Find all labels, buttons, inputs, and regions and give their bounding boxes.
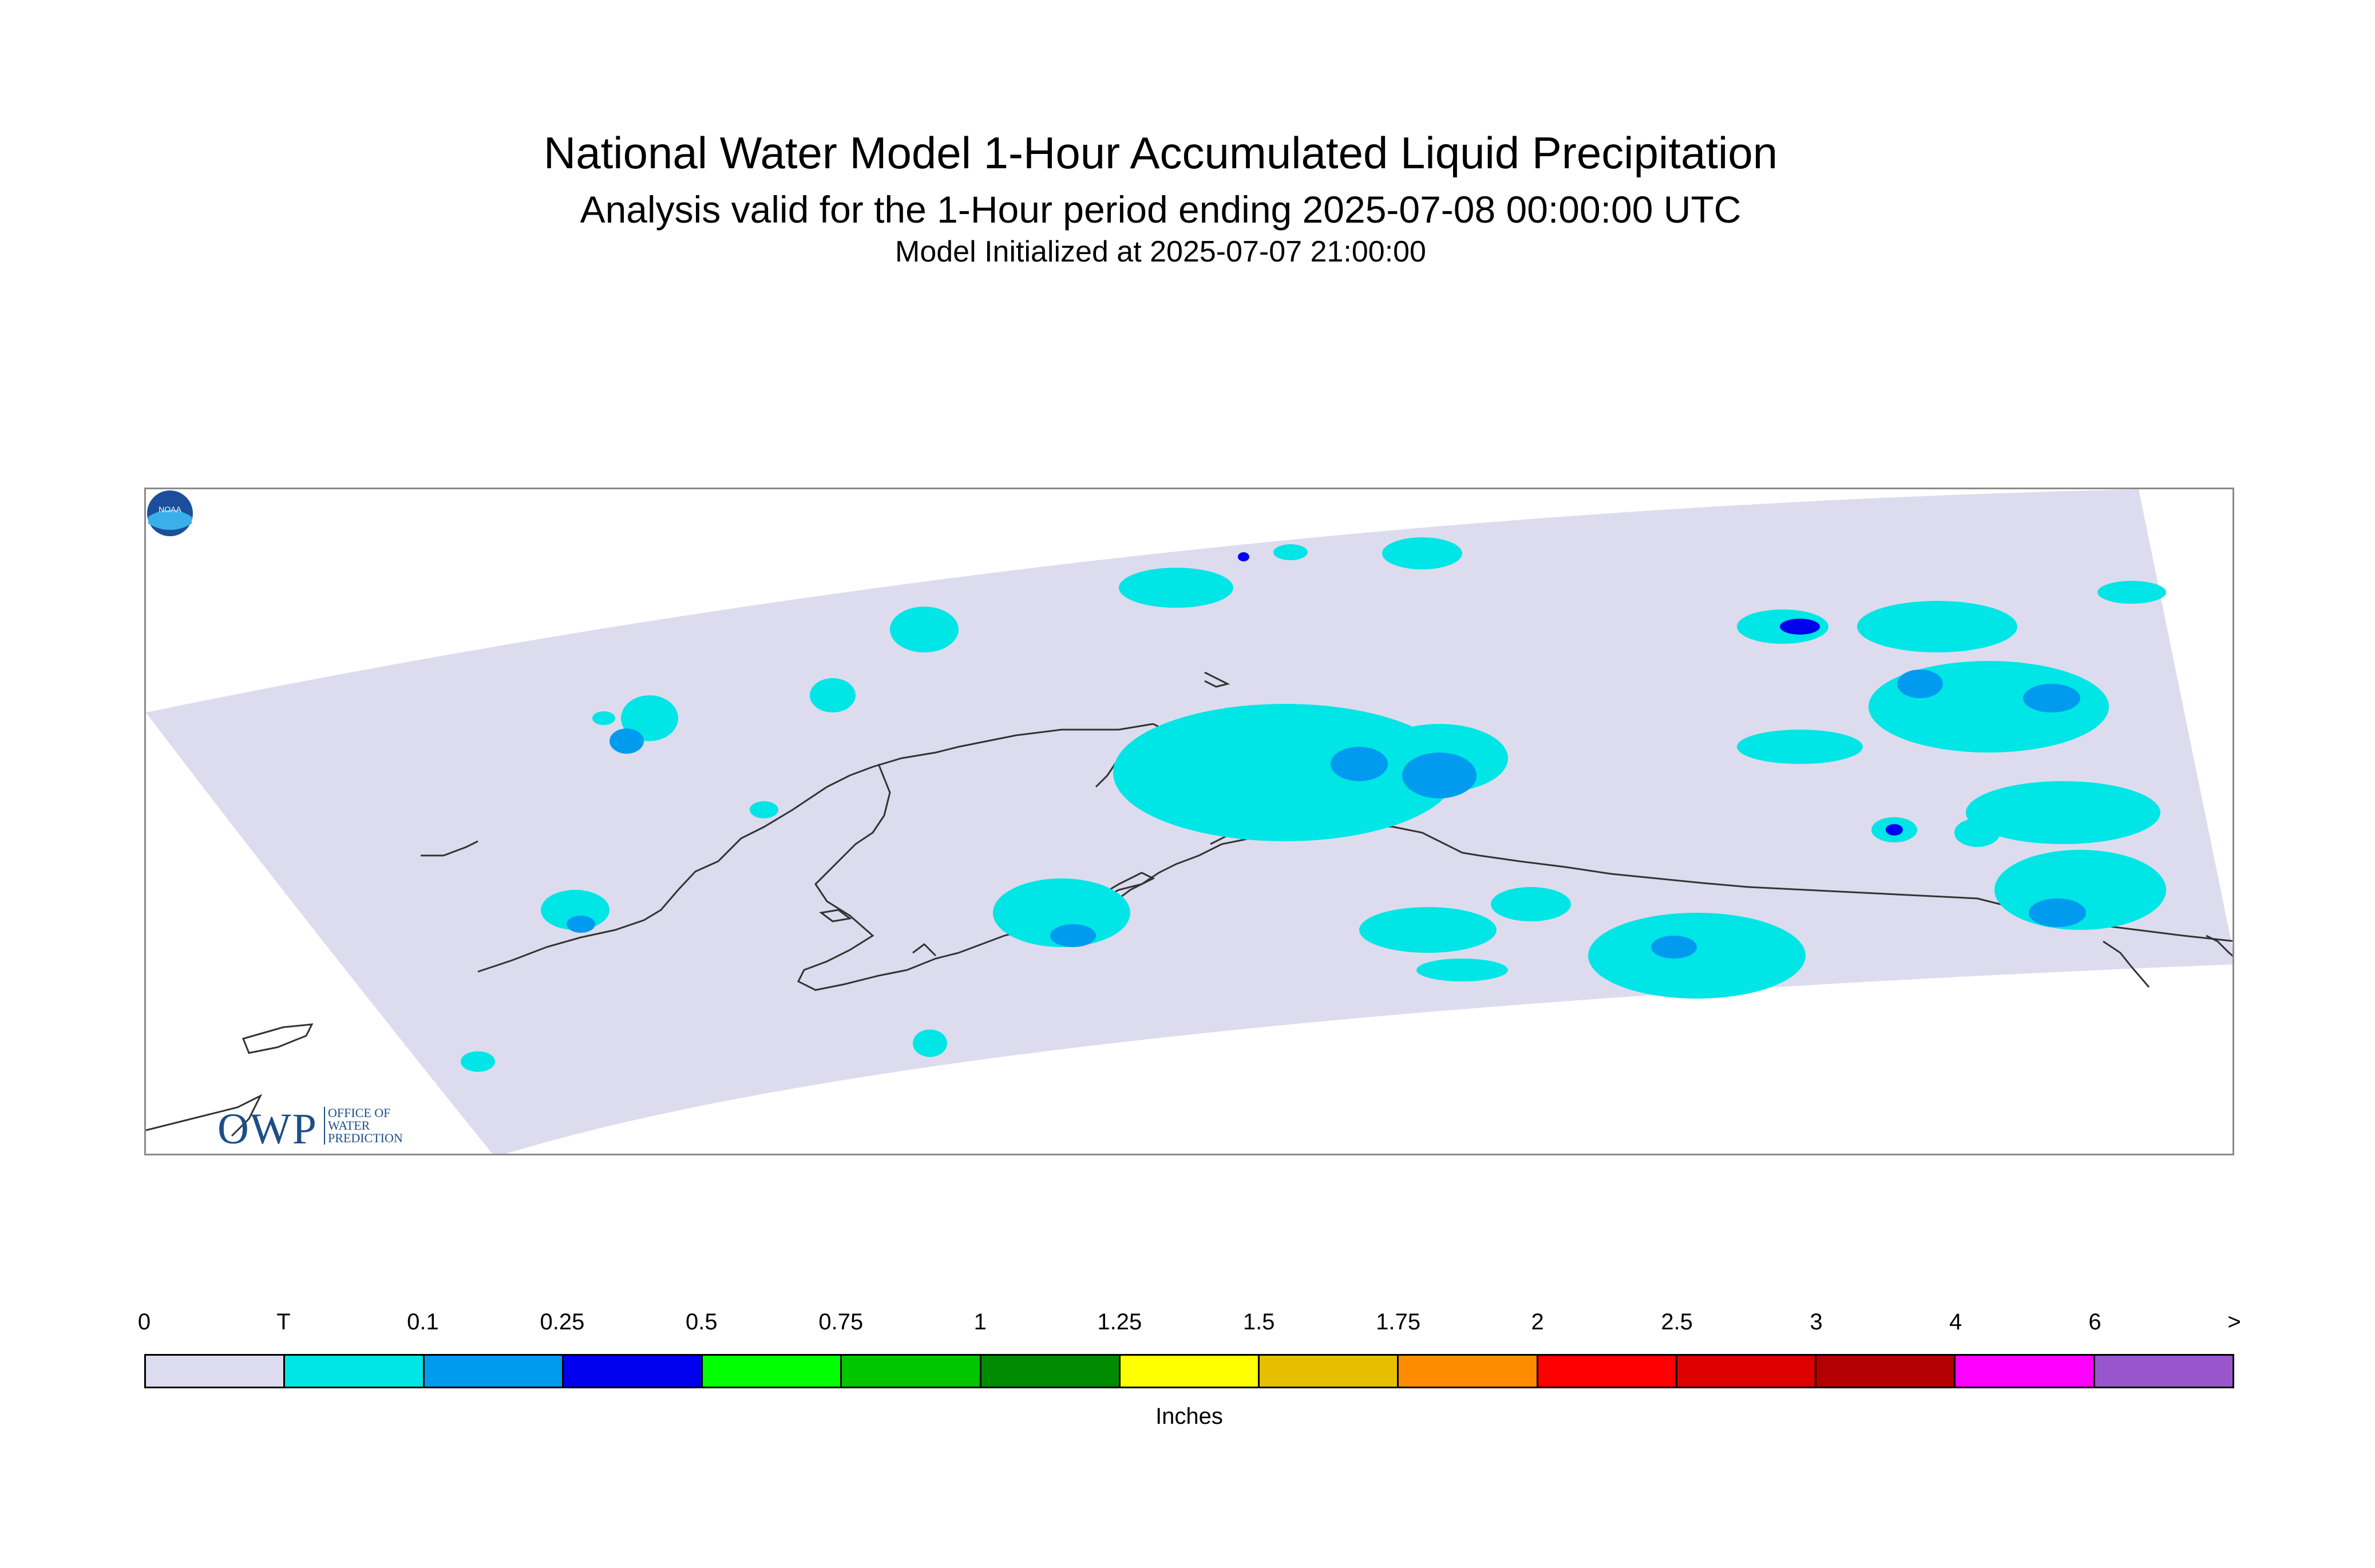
legend-tick-label: 2 — [1531, 1309, 1544, 1335]
precip-cell — [2097, 581, 2166, 604]
precip-cell — [609, 728, 644, 754]
precip-cell — [1238, 552, 1249, 561]
legend-color-bar — [144, 1354, 2234, 1388]
noaa-logo: NOAA — [147, 490, 193, 536]
precip-cell — [2029, 898, 2086, 927]
precip-cell — [1119, 568, 1233, 608]
precip-cell — [1382, 537, 1462, 569]
legend-swatch — [703, 1356, 842, 1387]
precip-cell — [1273, 544, 1308, 560]
precip-cell — [1331, 747, 1388, 781]
precip-cell — [2023, 684, 2080, 712]
legend-swatch — [1816, 1356, 1956, 1387]
precip-cell — [567, 916, 595, 933]
precip-cell — [1857, 601, 2017, 652]
legend-tick-label: T — [276, 1309, 291, 1335]
coastlines — [146, 671, 2232, 1137]
precip-cell — [750, 801, 778, 818]
precip-cell — [1359, 907, 1497, 953]
precip-cell — [913, 1030, 947, 1057]
map-title: National Water Model 1-Hour Accumulated … — [543, 128, 1778, 178]
legend-swatch — [1260, 1356, 1399, 1387]
precip-cell — [1113, 704, 1456, 841]
precip-cell — [1954, 818, 2000, 847]
precip-cell — [1416, 959, 1508, 981]
legend-swatch — [981, 1356, 1121, 1387]
precip-cell — [1651, 936, 1697, 959]
owp-logo-text: OWP — [217, 1105, 318, 1153]
legend-tick-label: 6 — [2088, 1309, 2101, 1335]
precip-cell — [1737, 730, 1863, 764]
legend-tick-label: 0.75 — [818, 1309, 864, 1335]
precip-cell — [461, 1051, 495, 1072]
owp-logo-subtitle: OFFICE OF WATER PREDICTION — [324, 1107, 431, 1145]
model-init-time: Model Initialized at 2025-07-07 21:00:00 — [895, 235, 1426, 268]
precip-cell — [1897, 670, 1943, 698]
legend-tick-label: 1.5 — [1242, 1309, 1275, 1335]
precip-cell — [621, 695, 678, 741]
legend-tick-label: > — [2227, 1309, 2241, 1335]
legend-tick-label: 0.25 — [540, 1309, 585, 1335]
legend-swatch — [1538, 1356, 1677, 1387]
legend-tick-label: 3 — [1810, 1309, 1823, 1335]
precip-cell — [1588, 913, 1806, 999]
precip-cell — [1886, 824, 1903, 836]
precip-cell — [592, 711, 615, 725]
precip-cell — [1050, 924, 1096, 947]
legend-swatch — [1956, 1356, 2095, 1387]
map-canvas — [146, 489, 2232, 1154]
legend-tick-label: 4 — [1949, 1309, 1962, 1335]
precipitation-map: OWP OFFICE OF WATER PREDICTION NOAA — [144, 488, 2234, 1155]
precip-areas — [461, 537, 2166, 1072]
map-subtitle: Analysis valid for the 1-Hour period end… — [580, 188, 1741, 231]
legend-swatch — [285, 1356, 425, 1387]
legend-tick-label: 0.5 — [686, 1309, 718, 1335]
color-legend: 0 T 0.1 0.25 0.5 0.75 1 1.25 1.5 1.75 2 2.5 3 4 6 > Inc… — [138, 1309, 2241, 1429]
legend-units: Inches — [1155, 1404, 1223, 1429]
legend-swatch — [1677, 1356, 1817, 1387]
legend-swatch — [2095, 1356, 2232, 1387]
precip-cell — [993, 878, 1130, 947]
precip-cell — [810, 678, 856, 712]
legend-tick-label: 1 — [973, 1309, 987, 1335]
legend-tick-label: 1.75 — [1376, 1309, 1421, 1335]
owp-logo: OWP OFFICE OF WATER PREDICTION — [217, 1104, 431, 1154]
legend-tick-label: 0.1 — [407, 1309, 439, 1335]
legend-tick-label: 0 — [137, 1309, 151, 1335]
svg-text:NOAA: NOAA — [159, 505, 181, 514]
precip-cell — [1402, 753, 1477, 798]
legend-swatch — [1399, 1356, 1538, 1387]
legend-tick-label: 1.25 — [1097, 1309, 1142, 1335]
legend-swatch — [842, 1356, 981, 1387]
legend-swatch — [424, 1356, 564, 1387]
legend-tick-label: 2.5 — [1661, 1309, 1693, 1335]
precip-cell — [1491, 887, 1571, 921]
precip-cell — [1780, 619, 1820, 635]
precip-cell — [1966, 781, 2160, 844]
legend-swatch — [146, 1356, 286, 1387]
precip-cell — [890, 607, 959, 652]
legend-swatch — [563, 1356, 703, 1387]
legend-swatch — [1120, 1356, 1260, 1387]
